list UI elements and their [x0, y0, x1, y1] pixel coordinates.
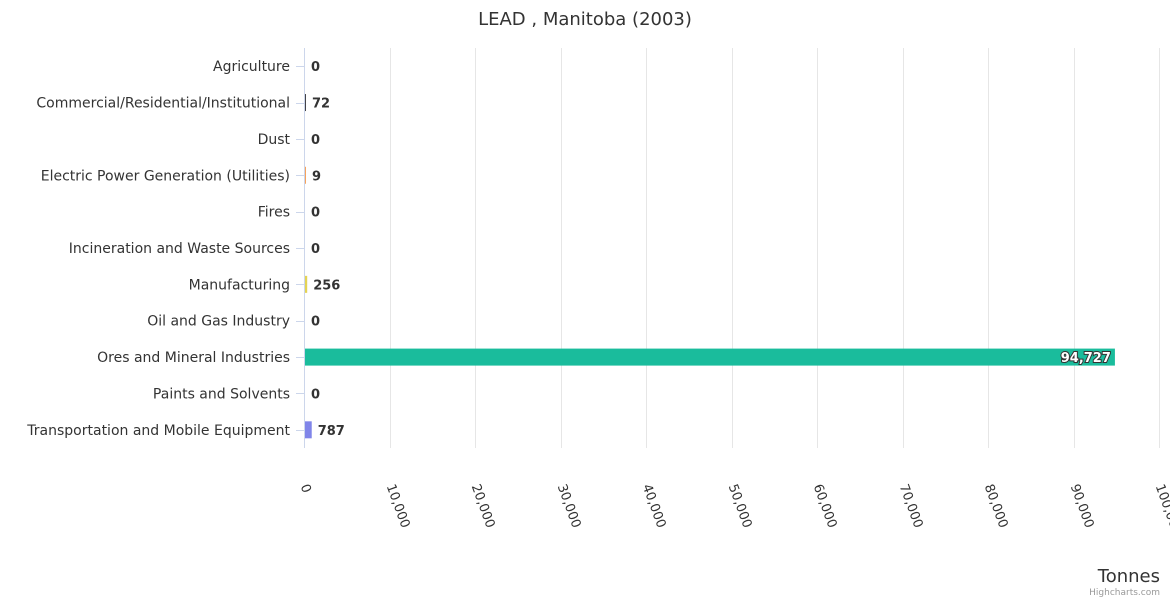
data-label: 94,727: [1061, 351, 1111, 366]
bar[interactable]: [305, 421, 312, 439]
data-label: 787: [318, 424, 345, 439]
x-tick-label: 0: [297, 482, 314, 495]
bar[interactable]: [305, 275, 308, 293]
bars: [305, 94, 1115, 439]
x-tick-label: 70,000: [896, 482, 926, 530]
data-label: 9: [312, 169, 321, 184]
x-tick-label: 80,000: [981, 482, 1011, 530]
data-label: 0: [311, 242, 320, 257]
category-label: Fires: [258, 205, 290, 221]
chart-title: LEAD , Manitoba (2003): [478, 9, 692, 30]
x-tick-label: 50,000: [725, 482, 755, 530]
category-label: Dust: [258, 132, 291, 148]
data-label: 256: [313, 278, 340, 293]
category-label: Incineration and Waste Sources: [69, 241, 290, 257]
grid-lines: [296, 48, 1160, 448]
data-label: 0: [311, 133, 320, 148]
bar[interactable]: [305, 348, 1115, 366]
category-labels: Agriculture Commercial/Residential/Instit…: [26, 59, 290, 439]
data-label: 0: [311, 315, 320, 330]
category-label: Oil and Gas Industry: [147, 314, 290, 330]
category-label: Electric Power Generation (Utilities): [41, 168, 290, 184]
x-tick-label: 60,000: [810, 482, 840, 530]
data-labels: 0 72 0 9 0 0 256 0 94,727 0 787: [311, 60, 1112, 439]
category-label: Transportation and Mobile Equipment: [26, 423, 290, 439]
x-tick-label: 100,000: [1152, 482, 1170, 538]
x-axis-tick-labels: 0 10,000 20,000 30,000 40,000 50,000 60,000 70,…: [297, 482, 1170, 538]
category-label: Ores and Mineral Industries: [97, 350, 290, 366]
value-axis-title: Tonnes: [1097, 566, 1160, 587]
data-label: 0: [311, 206, 320, 221]
x-tick-label: 90,000: [1067, 482, 1097, 530]
x-tick-label: 40,000: [639, 482, 669, 530]
data-label: 0: [311, 387, 320, 402]
category-label: Paints and Solvents: [153, 386, 290, 402]
x-tick-label: 30,000: [554, 482, 584, 530]
data-label: 0: [311, 60, 320, 75]
x-tick-label: 10,000: [383, 482, 413, 530]
bar[interactable]: [305, 94, 306, 112]
credits-link[interactable]: Highcharts.com: [1089, 588, 1160, 598]
x-tick-label: 20,000: [468, 482, 498, 530]
category-label: Agriculture: [213, 59, 290, 75]
data-label: 72: [312, 97, 330, 112]
category-label: Manufacturing: [189, 277, 290, 293]
bar[interactable]: [305, 166, 306, 184]
category-label: Commercial/Residential/Institutional: [36, 96, 290, 112]
